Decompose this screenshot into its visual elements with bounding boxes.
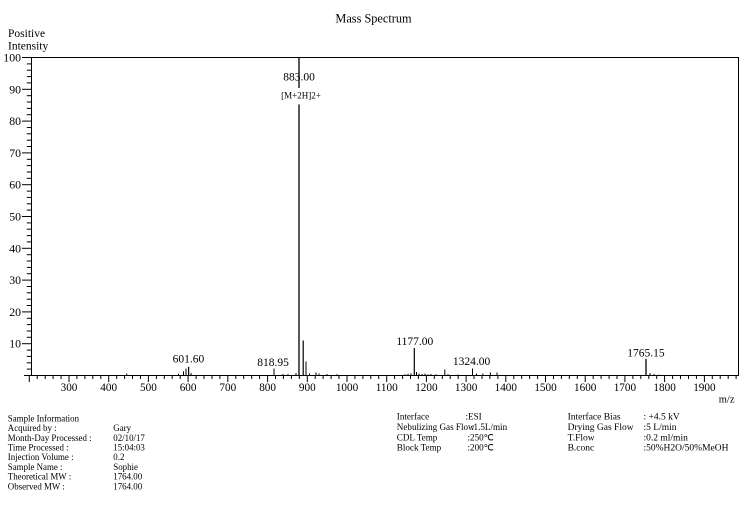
svg-text:883.00: 883.00 — [283, 72, 315, 84]
svg-text:1324.00: 1324.00 — [453, 356, 491, 368]
svg-text:400: 400 — [100, 382, 117, 394]
svg-text:80: 80 — [9, 114, 21, 128]
svg-text:CDL Temp: CDL Temp — [397, 432, 438, 442]
svg-text:90: 90 — [9, 82, 21, 96]
svg-text:Interface Bias: Interface Bias — [568, 412, 621, 423]
svg-text::250℃: :250℃ — [468, 432, 494, 442]
svg-text:Interface: Interface — [397, 412, 429, 422]
svg-text:1700: 1700 — [614, 382, 637, 394]
svg-text:1764.00: 1764.00 — [113, 472, 142, 482]
svg-text:Sample Information: Sample Information — [8, 413, 80, 423]
svg-text:60: 60 — [9, 178, 21, 192]
svg-text:100: 100 — [3, 51, 21, 65]
svg-text:Observed MW :: Observed MW : — [8, 481, 65, 491]
svg-text:818.95: 818.95 — [257, 357, 289, 369]
svg-text:Mass Spectrum: Mass Spectrum — [335, 12, 412, 26]
svg-text:1300: 1300 — [455, 382, 478, 394]
svg-text:500: 500 — [140, 382, 157, 394]
svg-text:[M+2H]2+: [M+2H]2+ — [281, 91, 321, 101]
svg-text::5 L/min: :5 L/min — [644, 423, 677, 433]
svg-text:Sophie: Sophie — [113, 462, 138, 472]
svg-text:Nebulizing Gas Flow: Nebulizing Gas Flow — [397, 422, 475, 432]
svg-text:800: 800 — [259, 382, 276, 394]
svg-text:70: 70 — [9, 146, 21, 160]
svg-text::50%H2O/50%MeOH: :50%H2O/50%MeOH — [644, 444, 729, 454]
svg-text:B.conc: B.conc — [568, 444, 595, 454]
svg-text:1765.15: 1765.15 — [627, 348, 665, 360]
svg-text:Intensity: Intensity — [8, 40, 48, 52]
svg-text::200℃: :200℃ — [468, 443, 494, 453]
svg-text:601.60: 601.60 — [173, 354, 205, 366]
svg-text:1177.00: 1177.00 — [396, 336, 433, 348]
svg-text:Sample Name :: Sample Name : — [8, 462, 63, 472]
svg-text:Theoretical MW :: Theoretical MW : — [8, 472, 71, 482]
svg-text:1600: 1600 — [574, 382, 597, 394]
svg-text:Injection Volume :: Injection Volume : — [8, 452, 74, 462]
svg-text:Gary: Gary — [113, 423, 131, 433]
svg-text:m/z: m/z — [719, 395, 735, 406]
svg-text:40: 40 — [9, 241, 21, 255]
svg-text:T.Flow: T.Flow — [568, 433, 595, 443]
svg-text:1400: 1400 — [495, 382, 518, 394]
svg-text::ESI: :ESI — [466, 412, 482, 422]
svg-text:900: 900 — [299, 382, 316, 394]
svg-text:1000: 1000 — [336, 382, 359, 394]
svg-text:1800: 1800 — [653, 382, 676, 394]
svg-text:Time Processed :: Time Processed : — [8, 443, 69, 453]
svg-text:700: 700 — [219, 382, 236, 394]
svg-text:Positive: Positive — [8, 28, 45, 40]
svg-text:600: 600 — [180, 382, 197, 394]
svg-text:0.2: 0.2 — [113, 452, 124, 462]
svg-text:20: 20 — [9, 305, 21, 319]
svg-text:1200: 1200 — [415, 382, 438, 394]
svg-text:1764.00: 1764.00 — [113, 481, 142, 491]
svg-text:Drying Gas Flow: Drying Gas Flow — [568, 423, 634, 433]
svg-text:10: 10 — [9, 337, 21, 351]
svg-text:Block Temp: Block Temp — [397, 443, 442, 453]
svg-text:30: 30 — [9, 273, 21, 287]
svg-text:15:04:03: 15:04:03 — [113, 443, 145, 453]
svg-text::0.2 ml/min: :0.2 ml/min — [644, 433, 689, 443]
svg-text:300: 300 — [61, 382, 78, 394]
svg-text:1500: 1500 — [534, 382, 557, 394]
svg-text:1900: 1900 — [693, 382, 716, 394]
svg-text::1.5L/min: :1.5L/min — [471, 422, 508, 432]
svg-text:: +4.5 kV: : +4.5 kV — [644, 413, 680, 423]
svg-text:1100: 1100 — [376, 382, 398, 394]
svg-text:02/10/17: 02/10/17 — [113, 433, 145, 443]
svg-text:Acquired by :: Acquired by : — [8, 423, 57, 433]
svg-text:50: 50 — [9, 210, 21, 224]
svg-text:Month-Day Processed :: Month-Day Processed : — [8, 433, 92, 443]
